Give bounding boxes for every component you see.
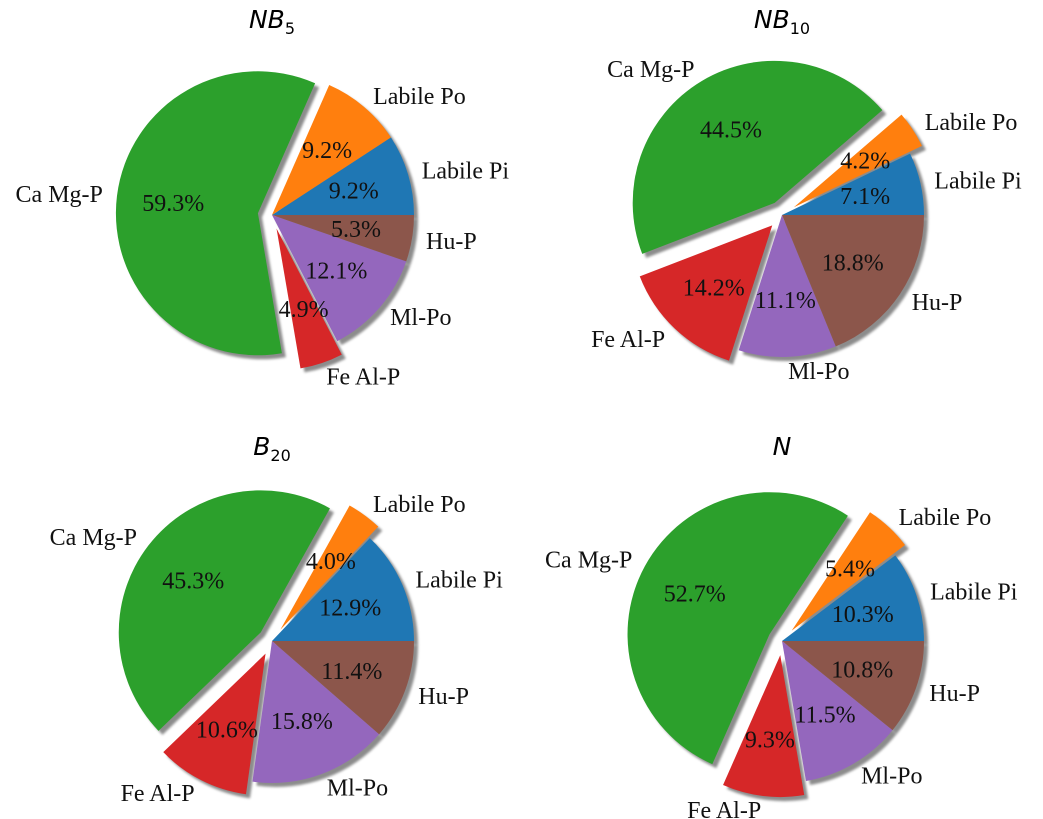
pie-wedge-labile-po <box>280 505 379 630</box>
slice-percent: 10.8% <box>831 657 893 683</box>
slice-label: Labile Po <box>373 492 466 518</box>
slice-percent: 11.1% <box>755 288 816 314</box>
slice-label: Ca Mg-P <box>16 182 103 208</box>
slice-label: Fe Al-P <box>121 781 195 807</box>
slice-percent: 10.3% <box>832 602 894 628</box>
pie-wedge-fe-al-p <box>276 228 342 369</box>
pie-wedge-hu-p <box>782 641 924 731</box>
slice-label: Ml-Po <box>788 359 849 385</box>
pie-wedge-hu-p <box>272 215 414 262</box>
pie-wedge-ml-po <box>272 215 407 342</box>
slice-percent: 12.9% <box>319 595 381 621</box>
chart-title: N <box>773 432 792 461</box>
slice-percent: 52.7% <box>664 581 726 607</box>
pie-wedge-ml-po <box>252 641 380 784</box>
slice-label: Labile Pi <box>930 579 1018 605</box>
slice-label: Labile Pi <box>416 567 504 593</box>
slice-label: Labile Po <box>925 110 1018 136</box>
pie-wedge-hu-p <box>272 641 414 735</box>
slice-percent: 9.2% <box>329 179 379 205</box>
slice-label: Fe Al-P <box>326 365 400 391</box>
slice-percent: 7.1% <box>840 184 890 210</box>
chart-title: NB10 <box>754 5 810 38</box>
slice-percent: 12.1% <box>305 259 367 285</box>
pie-wedge-ca-mg-p <box>118 490 330 731</box>
slice-percent: 11.5% <box>795 703 856 729</box>
slice-label: Ca Mg-P <box>50 525 137 551</box>
slice-percent: 4.2% <box>840 149 890 175</box>
pie-wedge-ca-mg-p <box>627 492 848 765</box>
slice-percent: 5.4% <box>825 557 875 583</box>
slice-percent: 4.9% <box>279 297 329 323</box>
slice-label: Ml-Po <box>327 775 388 801</box>
pie-chart-2: NB10 Labile Pi 7.1% Labile Po 4.2% Ca Mg-P 44.… <box>591 5 1022 385</box>
chart-title: B20 <box>253 432 291 465</box>
slice-label: Fe Al-P <box>687 798 761 819</box>
pie-wedge-ml-po <box>782 641 893 781</box>
pie-wedge-fe-al-p <box>639 225 773 361</box>
chart-title-subscript: 10 <box>790 19 810 38</box>
pie-chart-3: B20 Labile Pi 12.9% Labile Po 4.0% Ca Mg-P 45.… <box>50 432 503 807</box>
slice-label: Ca Mg-P <box>607 57 694 83</box>
slice-percent: 11.4% <box>321 659 382 685</box>
pie-wedge-labile-pi <box>272 137 414 215</box>
slice-percent: 59.3% <box>142 191 204 217</box>
slice-percent: 14.2% <box>683 275 745 301</box>
slice-label: Ca Mg-P <box>545 547 632 573</box>
slice-percent: 44.5% <box>700 118 762 144</box>
slice-label: Ml-Po <box>390 305 451 331</box>
pie-wedge-labile-po <box>791 512 906 631</box>
slice-label: Labile Po <box>899 505 992 531</box>
slice-label: Hu-P <box>418 684 469 710</box>
slice-percent: 9.3% <box>745 728 795 754</box>
slice-label: Hu-P <box>929 681 980 707</box>
chart-title: NB5 <box>249 5 295 38</box>
slice-label: Hu-P <box>912 290 963 316</box>
slice-percent: 9.2% <box>302 138 352 164</box>
pie-wedge-ca-mg-p <box>115 71 316 356</box>
pie-chart-4: N Labile Pi 10.3% Labile Po 5.4% Ca Mg-P 52.7%… <box>545 432 1018 819</box>
pie-wedge-ca-mg-p <box>632 60 883 254</box>
slice-label: Labile Pi <box>422 159 510 185</box>
slice-label: Labile Po <box>373 84 466 110</box>
pie-wedge-labile-po <box>793 114 922 208</box>
slice-percent: 4.0% <box>306 549 356 575</box>
slice-percent: 5.3% <box>331 217 381 243</box>
pie-wedge-fe-al-p <box>163 653 266 795</box>
slice-label: Ml-Po <box>861 764 922 790</box>
slice-percent: 18.8% <box>822 251 884 277</box>
pie-wedge-labile-pi <box>272 538 414 641</box>
pie-wedge-fe-al-p <box>723 655 805 798</box>
pie-wedge-labile-pi <box>782 153 924 215</box>
pie-chart-1: NB5 Labile Pi 9.2% Labile Po 9.2% Ca Mg-P 59.3… <box>16 5 510 391</box>
slice-percent: 45.3% <box>162 568 224 594</box>
chart-title-subscript: 20 <box>270 446 290 465</box>
slice-percent: 10.6% <box>196 718 258 744</box>
slice-percent: 15.8% <box>271 709 333 735</box>
pie-wedge-ml-po <box>738 215 836 357</box>
slice-label: Labile Pi <box>934 168 1022 194</box>
slice-label: Hu-P <box>426 229 477 255</box>
chart-title-subscript: 5 <box>285 19 295 38</box>
pie-wedge-labile-po <box>272 85 391 215</box>
pie-wedge-labile-pi <box>782 555 925 641</box>
pie-wedge-hu-p <box>782 215 924 347</box>
slice-label: Fe Al-P <box>591 327 665 353</box>
